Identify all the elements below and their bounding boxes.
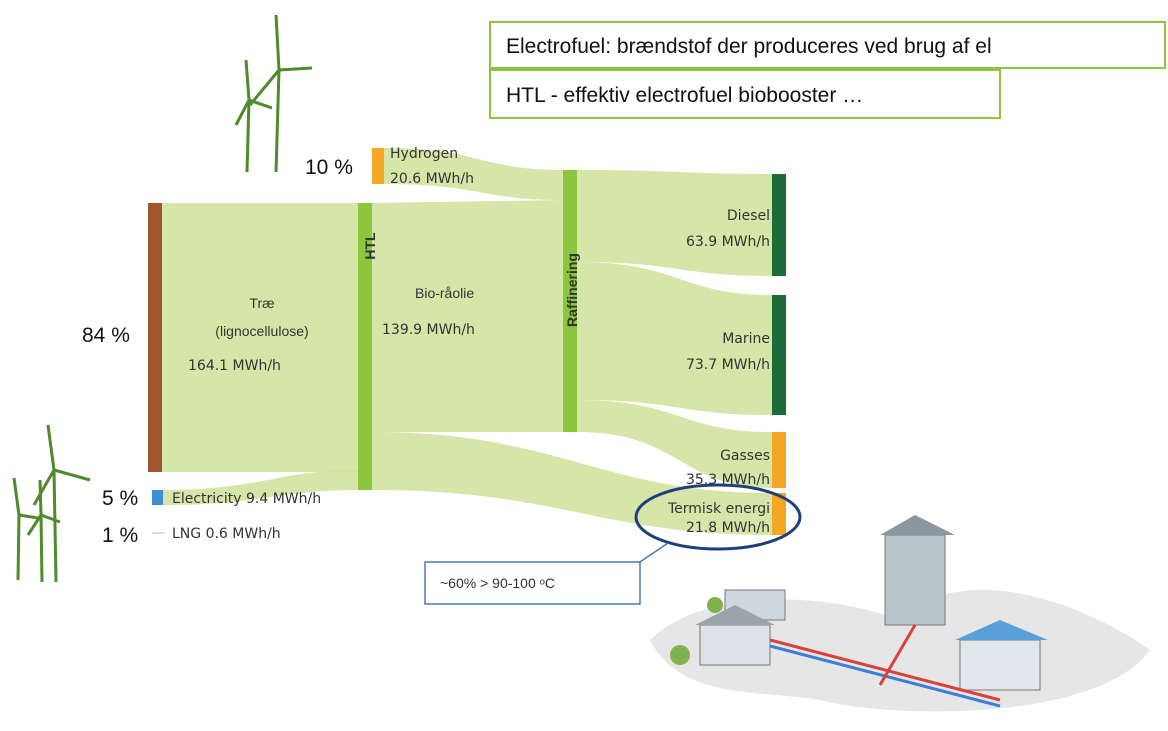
process-value: 139.9 MWh/h [382,322,475,338]
note: Electrofuel: brændstof der produceres ve… [506,35,992,58]
node-refining [563,170,577,432]
output-label: Marine [722,331,770,347]
node-label: (lignocellulose) [215,323,308,339]
share: 84 % [82,324,130,347]
node-value: 164.1 MWh/h [188,358,281,374]
output-value: 73.7 MWh/h [686,357,770,373]
flow [577,400,772,488]
output-label: Gasses [720,448,770,464]
city-illustration [650,515,1150,712]
node-hydrogen [372,148,384,184]
node-thermal [772,493,786,535]
node-label: Electricity 9.4 MWh/h [172,491,321,507]
share: 1 % [102,524,138,547]
output-label: Diesel [727,208,770,224]
node-gasses [772,432,786,488]
output-label: Termisk energi [667,501,770,517]
flow [372,200,563,432]
note-box [489,21,1166,69]
callout-line [639,542,669,563]
node-wood [148,203,162,472]
flow [577,262,772,415]
process-label: Bio-råolie [415,285,474,301]
node-value: 20.6 MWh/h [390,171,474,187]
node-marine [772,295,786,415]
process-label: HTL [362,232,378,260]
node-electricity [152,490,163,505]
note-box [489,69,1001,119]
wind-turbines [12,14,313,583]
flow [162,203,358,472]
flow [163,470,358,505]
note: HTL - effektiv electrofuel biobooster … [506,84,863,107]
node-htl [358,203,372,490]
output-value: 21.8 MWh/h [686,520,770,536]
callout: ~60% > 90-100 ᵒC [440,575,555,591]
output-value: 63.9 MWh/h [686,234,770,250]
node-diesel [772,174,786,276]
share: 5 % [102,487,138,510]
share: 10 % [305,156,353,179]
node-label: Hydrogen [390,146,458,162]
node-label: Træ [249,295,274,311]
callout-box [424,561,641,605]
flow [384,148,563,200]
highlight-ellipse [634,483,802,551]
flow [372,432,772,535]
process-label: Raffinering [564,253,580,327]
node-label: LNG 0.6 MWh/h [172,526,281,542]
flow [577,170,772,276]
